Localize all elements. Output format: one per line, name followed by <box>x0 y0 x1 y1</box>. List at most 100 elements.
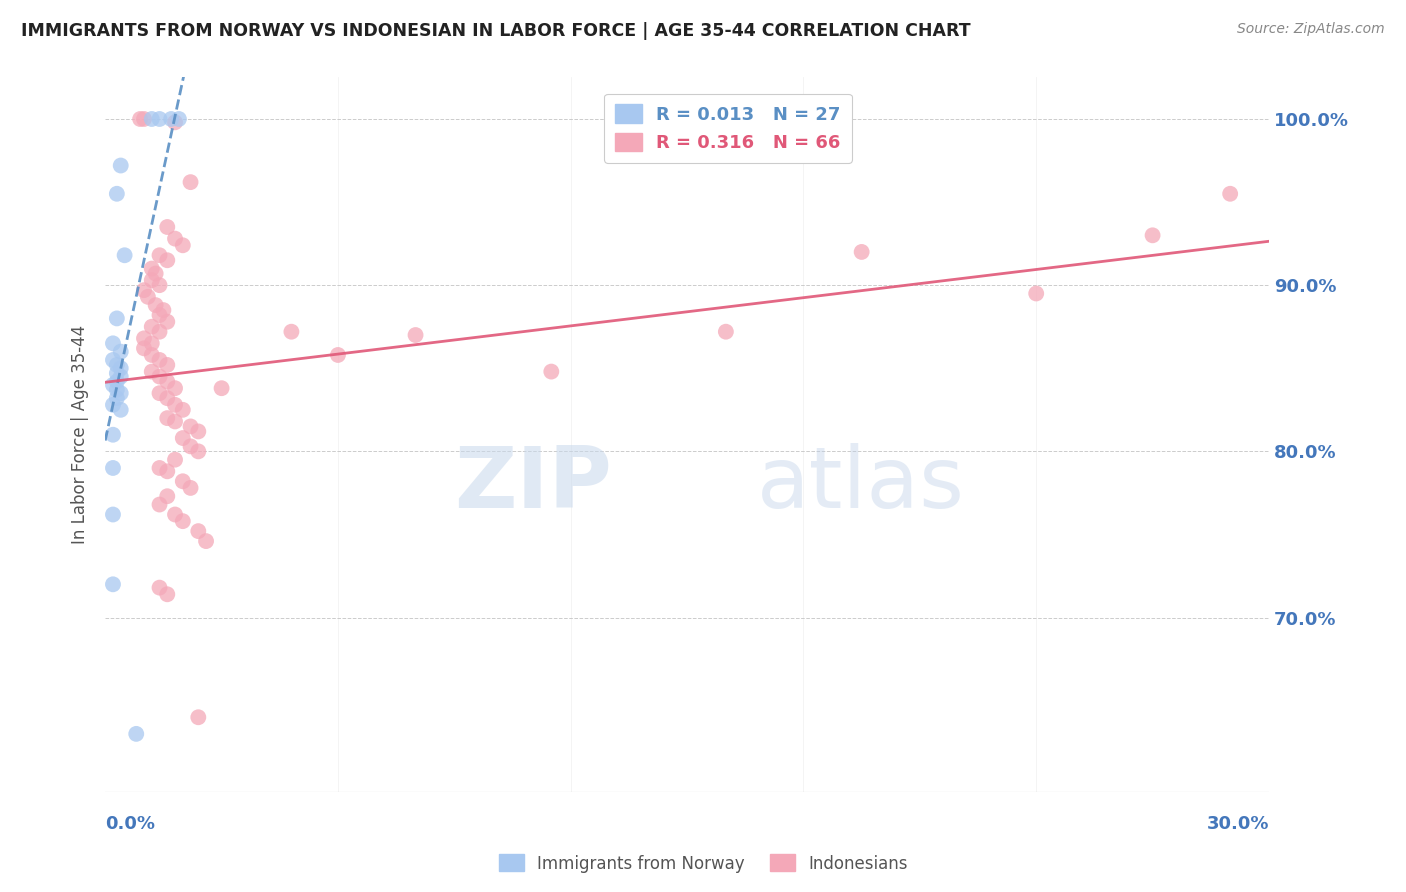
Point <box>172 514 194 528</box>
Point <box>105 391 128 405</box>
Point <box>101 336 124 351</box>
Point <box>148 369 170 384</box>
Point <box>163 232 186 246</box>
Point <box>195 534 218 549</box>
Point <box>156 411 179 425</box>
Point <box>141 273 163 287</box>
Point <box>141 348 163 362</box>
Point <box>105 358 128 372</box>
Point <box>211 381 233 395</box>
Point <box>105 366 128 380</box>
Point <box>101 577 124 591</box>
Point <box>1219 186 1241 201</box>
Point <box>110 344 132 359</box>
Point <box>110 369 132 384</box>
Point <box>105 383 128 397</box>
Point <box>163 115 186 129</box>
Point <box>180 175 202 189</box>
Point <box>105 186 128 201</box>
Point <box>156 253 179 268</box>
Point <box>129 112 152 126</box>
Text: IMMIGRANTS FROM NORWAY VS INDONESIAN IN LABOR FORCE | AGE 35-44 CORRELATION CHAR: IMMIGRANTS FROM NORWAY VS INDONESIAN IN … <box>21 22 970 40</box>
Point <box>141 336 163 351</box>
Point <box>540 365 562 379</box>
Point <box>110 159 132 173</box>
Point <box>851 244 873 259</box>
Y-axis label: In Labor Force | Age 35-44: In Labor Force | Age 35-44 <box>72 326 89 544</box>
Point <box>141 261 163 276</box>
Point <box>148 248 170 262</box>
Legend: Immigrants from Norway, Indonesians: Immigrants from Norway, Indonesians <box>492 847 914 880</box>
Point <box>141 365 163 379</box>
Point <box>163 381 186 395</box>
Point <box>141 112 163 126</box>
Point <box>163 414 186 428</box>
Point <box>172 402 194 417</box>
Point <box>105 375 128 389</box>
Point <box>163 398 186 412</box>
Point <box>148 278 170 293</box>
Point <box>152 303 174 318</box>
Point <box>156 358 179 372</box>
Point <box>156 391 179 405</box>
Point <box>110 386 132 401</box>
Point <box>180 439 202 453</box>
Point <box>156 375 179 389</box>
Point <box>180 419 202 434</box>
Point <box>141 319 163 334</box>
Point <box>110 361 132 376</box>
Point <box>148 325 170 339</box>
Text: Source: ZipAtlas.com: Source: ZipAtlas.com <box>1237 22 1385 37</box>
Point <box>148 461 170 475</box>
Point <box>172 431 194 445</box>
Point <box>187 425 209 439</box>
Point <box>172 475 194 489</box>
Point <box>101 353 124 368</box>
Legend: R = 0.013   N = 27, R = 0.316   N = 66: R = 0.013 N = 27, R = 0.316 N = 66 <box>605 94 852 163</box>
Point <box>110 402 132 417</box>
Point <box>156 315 179 329</box>
Point <box>132 283 155 297</box>
Point <box>172 238 194 252</box>
Point <box>187 524 209 538</box>
Point <box>101 508 124 522</box>
Point <box>145 298 167 312</box>
Point <box>156 464 179 478</box>
Point <box>156 219 179 234</box>
Point <box>156 489 179 503</box>
Text: ZIP: ZIP <box>454 443 612 526</box>
Point <box>148 581 170 595</box>
Point <box>101 377 124 392</box>
Point <box>148 112 170 126</box>
Point <box>1025 286 1047 301</box>
Point <box>1142 228 1164 243</box>
Point <box>148 386 170 401</box>
Point <box>326 348 349 362</box>
Point <box>160 112 183 126</box>
Point <box>180 481 202 495</box>
Point <box>714 325 737 339</box>
Point <box>148 353 170 368</box>
Point <box>136 290 159 304</box>
Point <box>167 112 190 126</box>
Point <box>156 587 179 601</box>
Point <box>187 710 209 724</box>
Text: atlas: atlas <box>756 443 965 526</box>
Text: 0.0%: 0.0% <box>105 815 155 833</box>
Point <box>148 308 170 322</box>
Point <box>132 331 155 345</box>
Point <box>280 325 302 339</box>
Point <box>163 508 186 522</box>
Point <box>145 267 167 281</box>
Point <box>105 311 128 326</box>
Point <box>163 452 186 467</box>
Point <box>101 427 124 442</box>
Point <box>132 341 155 355</box>
Point <box>187 444 209 458</box>
Point <box>125 727 148 741</box>
Point <box>101 461 124 475</box>
Text: 30.0%: 30.0% <box>1206 815 1270 833</box>
Point <box>101 398 124 412</box>
Point <box>148 498 170 512</box>
Point <box>405 328 427 343</box>
